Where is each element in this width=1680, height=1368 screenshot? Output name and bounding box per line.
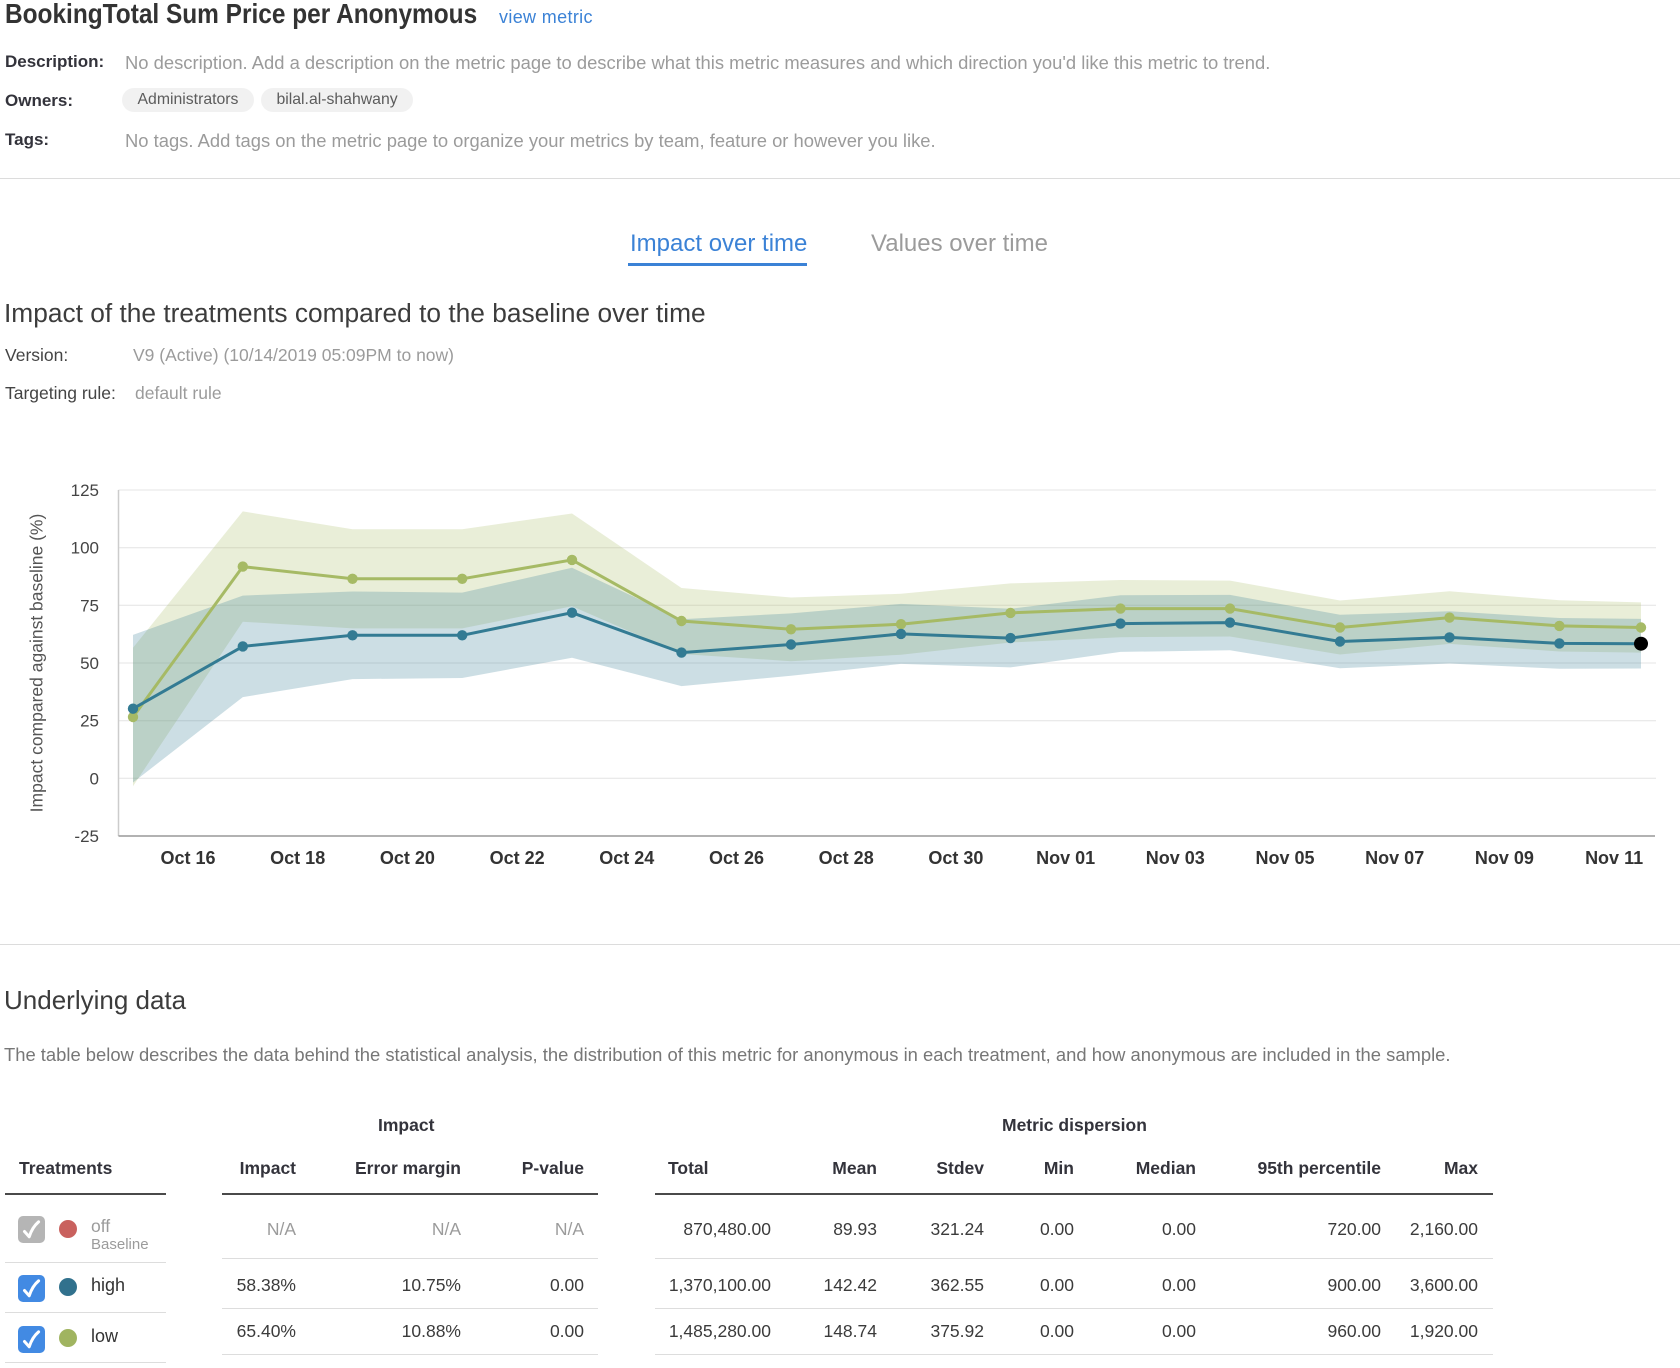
- svg-text:125: 125: [71, 481, 99, 500]
- svg-text:Nov 07: Nov 07: [1365, 848, 1424, 868]
- svg-text:75: 75: [80, 596, 99, 615]
- svg-text:-25: -25: [74, 827, 99, 846]
- svg-text:Nov 03: Nov 03: [1146, 848, 1205, 868]
- svg-text:Oct 22: Oct 22: [490, 848, 545, 868]
- svg-text:Oct 26: Oct 26: [709, 848, 764, 868]
- svg-text:Oct 16: Oct 16: [160, 848, 215, 868]
- svg-text:0: 0: [90, 769, 99, 788]
- svg-text:25: 25: [80, 712, 99, 731]
- svg-text:Impact compared against baseli: Impact compared against baseline (%): [27, 514, 47, 813]
- svg-text:Nov 11: Nov 11: [1585, 848, 1643, 868]
- svg-text:50: 50: [80, 654, 99, 673]
- svg-text:Nov 05: Nov 05: [1255, 848, 1314, 868]
- svg-text:Oct 28: Oct 28: [819, 848, 874, 868]
- svg-text:Oct 30: Oct 30: [928, 848, 983, 868]
- svg-text:100: 100: [71, 539, 99, 558]
- svg-text:Nov 01: Nov 01: [1036, 848, 1095, 868]
- svg-text:Nov 09: Nov 09: [1475, 848, 1534, 868]
- svg-text:Oct 20: Oct 20: [380, 848, 435, 868]
- svg-text:Oct 18: Oct 18: [270, 848, 325, 868]
- svg-text:Oct 24: Oct 24: [599, 848, 654, 868]
